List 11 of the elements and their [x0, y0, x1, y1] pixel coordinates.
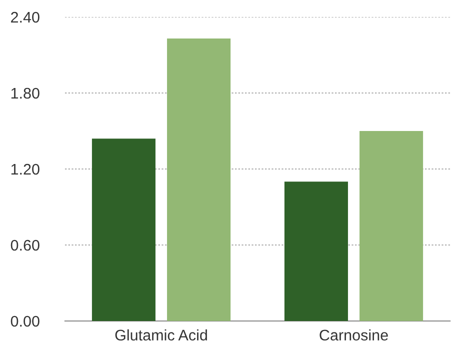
y-tick-label: 0.60 — [10, 240, 40, 251]
x-tick-label: Carnosine — [320, 329, 388, 341]
x-tick-label: Glutamic Acid — [115, 329, 207, 341]
y-tick-label: 2.40 — [11, 12, 40, 23]
bar — [360, 131, 424, 321]
y-tick-label: 0.00 — [10, 316, 40, 327]
bar — [167, 38, 231, 321]
bar — [284, 182, 348, 321]
bar — [92, 138, 156, 321]
y-tick-label: 1.80 — [11, 88, 40, 99]
y-tick-label: 1.20 — [11, 164, 40, 175]
